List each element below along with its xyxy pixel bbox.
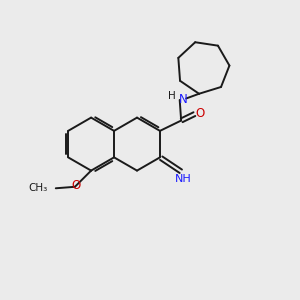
Text: O: O <box>72 179 81 192</box>
Text: H: H <box>169 92 176 101</box>
Text: NH: NH <box>175 174 192 184</box>
Text: O: O <box>196 107 205 120</box>
Text: CH₃: CH₃ <box>28 183 47 193</box>
Text: N: N <box>179 93 188 106</box>
